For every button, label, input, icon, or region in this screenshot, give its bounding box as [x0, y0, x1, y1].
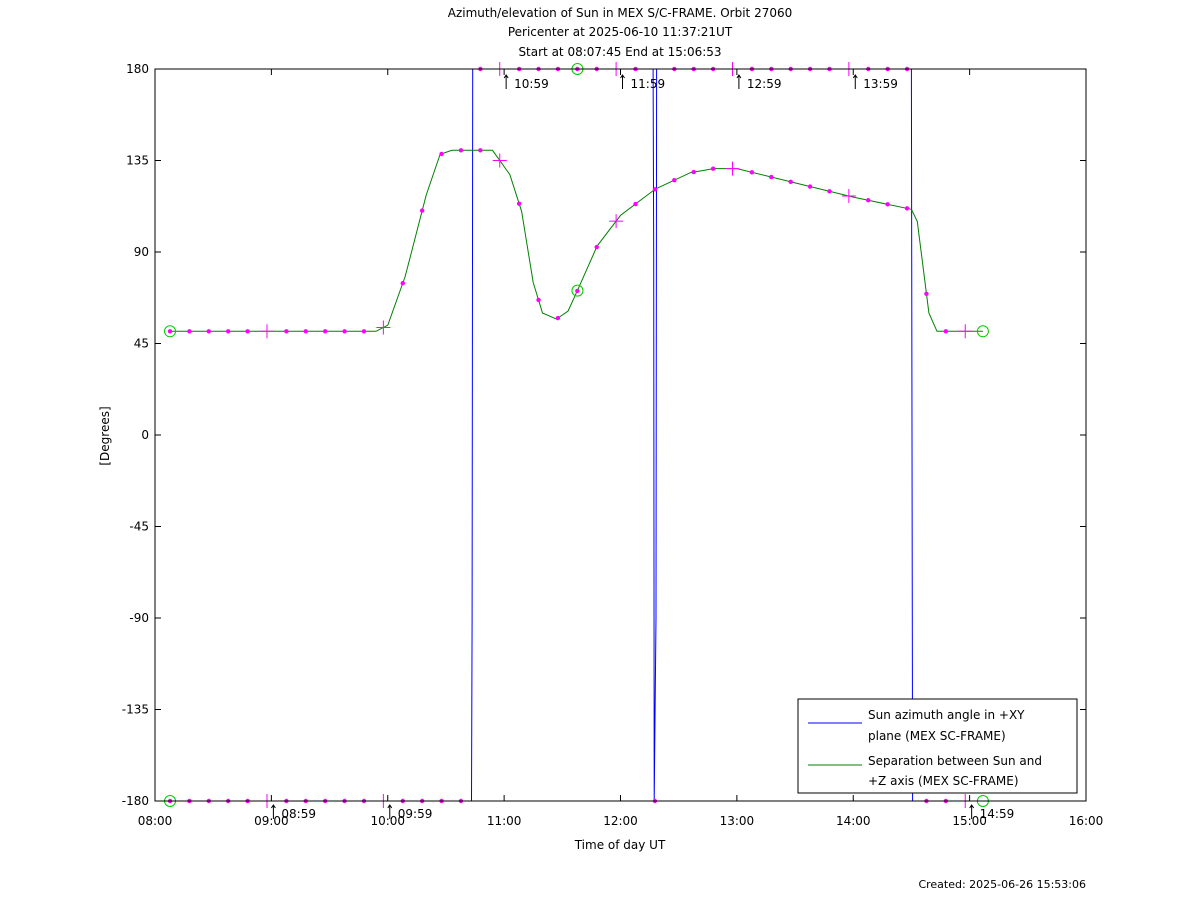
time-marker-1 [167, 329, 173, 334]
y-axis: 180 135 90 45 0 -45 -90 -135 -180 [122, 62, 1086, 808]
time-marker-65 [788, 179, 793, 184]
y-tick-label-2: 90 [134, 245, 149, 259]
time-annotations: 08:59 09:59 10:59 11:59 12:59 13:59 14:59 [270, 74, 1015, 821]
legend-box [797, 698, 1078, 794]
time-marker-69 [827, 189, 832, 194]
time-marker-31 [458, 148, 464, 153]
hour-marker-47 [609, 214, 624, 229]
time-annotation-arrow-5 [852, 74, 858, 89]
x-tick-label-5: 13:00 [720, 814, 755, 828]
time-annotation-label-4: 12:59 [747, 77, 782, 91]
time-annotation-label-3: 11:59 [631, 77, 666, 91]
time-marker-37 [516, 201, 522, 206]
x-tick-label-0: 08:00 [138, 814, 173, 828]
x-tick-label-8: 16:00 [1069, 814, 1104, 828]
time-marker-79 [924, 291, 929, 296]
hour-marker-71 [841, 189, 856, 204]
time-annotation-arrow-6 [969, 804, 975, 819]
time-annotation-label-5: 13:59 [863, 77, 898, 91]
time-marker-5 [206, 329, 212, 334]
time-marker-81 [943, 329, 949, 334]
time-marker-41 [555, 315, 561, 321]
time-annotation-label-2: 10:59 [514, 77, 549, 91]
time-marker-55 [691, 169, 696, 175]
series-line-azimuth [170, 68, 983, 802]
time-marker-75 [885, 202, 890, 207]
time-annotation-arrow-1 [387, 804, 393, 819]
x-tick-label-4: 12:00 [603, 814, 638, 828]
time-marker-9 [245, 329, 250, 334]
time-marker-45 [594, 244, 599, 250]
hour-marker-23 [376, 320, 391, 335]
time-marker-61 [749, 170, 755, 175]
time-marker-3 [187, 329, 192, 334]
y-tick-label-6: -90 [129, 611, 149, 625]
y-tick-label-0: 180 [126, 62, 149, 76]
plot-frame [154, 68, 1087, 802]
time-marker-39 [536, 297, 541, 303]
time-marker-63 [769, 174, 774, 180]
series-line-separation [170, 149, 983, 332]
time-marker-33 [478, 148, 483, 153]
time-marker-29 [439, 151, 444, 157]
time-annotation-label-1: 09:59 [398, 807, 433, 821]
time-annotation-arrow-0 [270, 804, 276, 819]
time-marker-51 [652, 187, 658, 192]
chart-title-line-2: Pericenter at 2025-06-10 11:37:21UT [508, 25, 733, 39]
y-tick-label-1: 135 [126, 154, 149, 168]
time-marker-53 [672, 177, 677, 183]
time-marker-77 [904, 206, 910, 211]
created-timestamp: Created: 2025-06-26 15:53:06 [918, 878, 1086, 891]
time-marker-73 [866, 198, 871, 203]
y-tick-label-8: -180 [122, 794, 149, 808]
time-annotation-arrow-4 [736, 74, 742, 89]
marker-layer [164, 62, 989, 808]
x-tick-label-1: 09:00 [254, 814, 289, 828]
x-axis: 08:00 09:00 10:00 11:00 12:00 13:00 14:00 15:00… [138, 69, 1104, 828]
y-tick-label-3: 45 [134, 337, 149, 351]
chart-title-line-1: Azimuth/elevation of Sun in MEX S/C-FRAM… [448, 6, 793, 20]
legend-label-separation-line-2: +Z axis (MEX SC-FRAME) [868, 774, 1019, 788]
chart-title: Azimuth/elevation of Sun in MEX S/C-FRAM… [448, 6, 793, 59]
time-annotation-arrow-3 [620, 74, 625, 89]
hour-marker-59 [725, 161, 740, 176]
y-tick-label-5: -45 [129, 520, 149, 534]
chart-title-line-3: Start at 08:07:45 End at 15:06:53 [518, 45, 721, 59]
y-tick-label-4: 0 [141, 428, 149, 442]
start-marker-separation [164, 325, 177, 338]
pericenter-marker-separation [571, 284, 584, 297]
x-tick-label-7: 15:00 [952, 814, 987, 828]
time-marker-27 [419, 208, 425, 213]
time-marker-57 [710, 166, 716, 171]
time-marker-67 [807, 184, 813, 189]
time-marker-19 [342, 329, 347, 334]
x-tick-label-2: 10:00 [370, 814, 405, 828]
end-marker-separation [976, 325, 989, 338]
x-tick-label-6: 14:00 [836, 814, 871, 828]
time-marker-17 [322, 329, 328, 334]
legend: Sun azimuth angle in +XY plane (MEX SC-F… [797, 698, 1078, 794]
legend-label-azimuth-line-2: plane (MEX SC-FRAME) [868, 729, 1006, 743]
y-tick-label-7: -135 [122, 703, 149, 717]
time-annotation-label-0: 08:59 [281, 807, 316, 821]
x-axis-label: Time of day UT [574, 838, 666, 852]
x-tick-label-3: 11:00 [487, 814, 522, 828]
time-marker-49 [633, 201, 638, 207]
time-marker-7 [225, 329, 231, 334]
time-marker-43 [575, 288, 580, 294]
y-axis-label: [Degrees] [98, 406, 112, 465]
time-marker-25 [400, 281, 405, 286]
hour-marker-11 [259, 324, 274, 339]
series-layer [170, 68, 983, 802]
time-marker-13 [284, 329, 289, 334]
time-marker-15 [303, 329, 308, 334]
hour-marker-83 [958, 324, 973, 339]
hour-marker-35 [492, 153, 507, 168]
time-annotation-arrow-2 [503, 74, 509, 89]
time-marker-21 [361, 329, 367, 334]
legend-label-azimuth-line-1: Sun azimuth angle in +XY [868, 708, 1025, 722]
legend-label-separation-line-1: Separation between Sun and [868, 754, 1042, 768]
time-annotation-label-6: 14:59 [980, 807, 1015, 821]
